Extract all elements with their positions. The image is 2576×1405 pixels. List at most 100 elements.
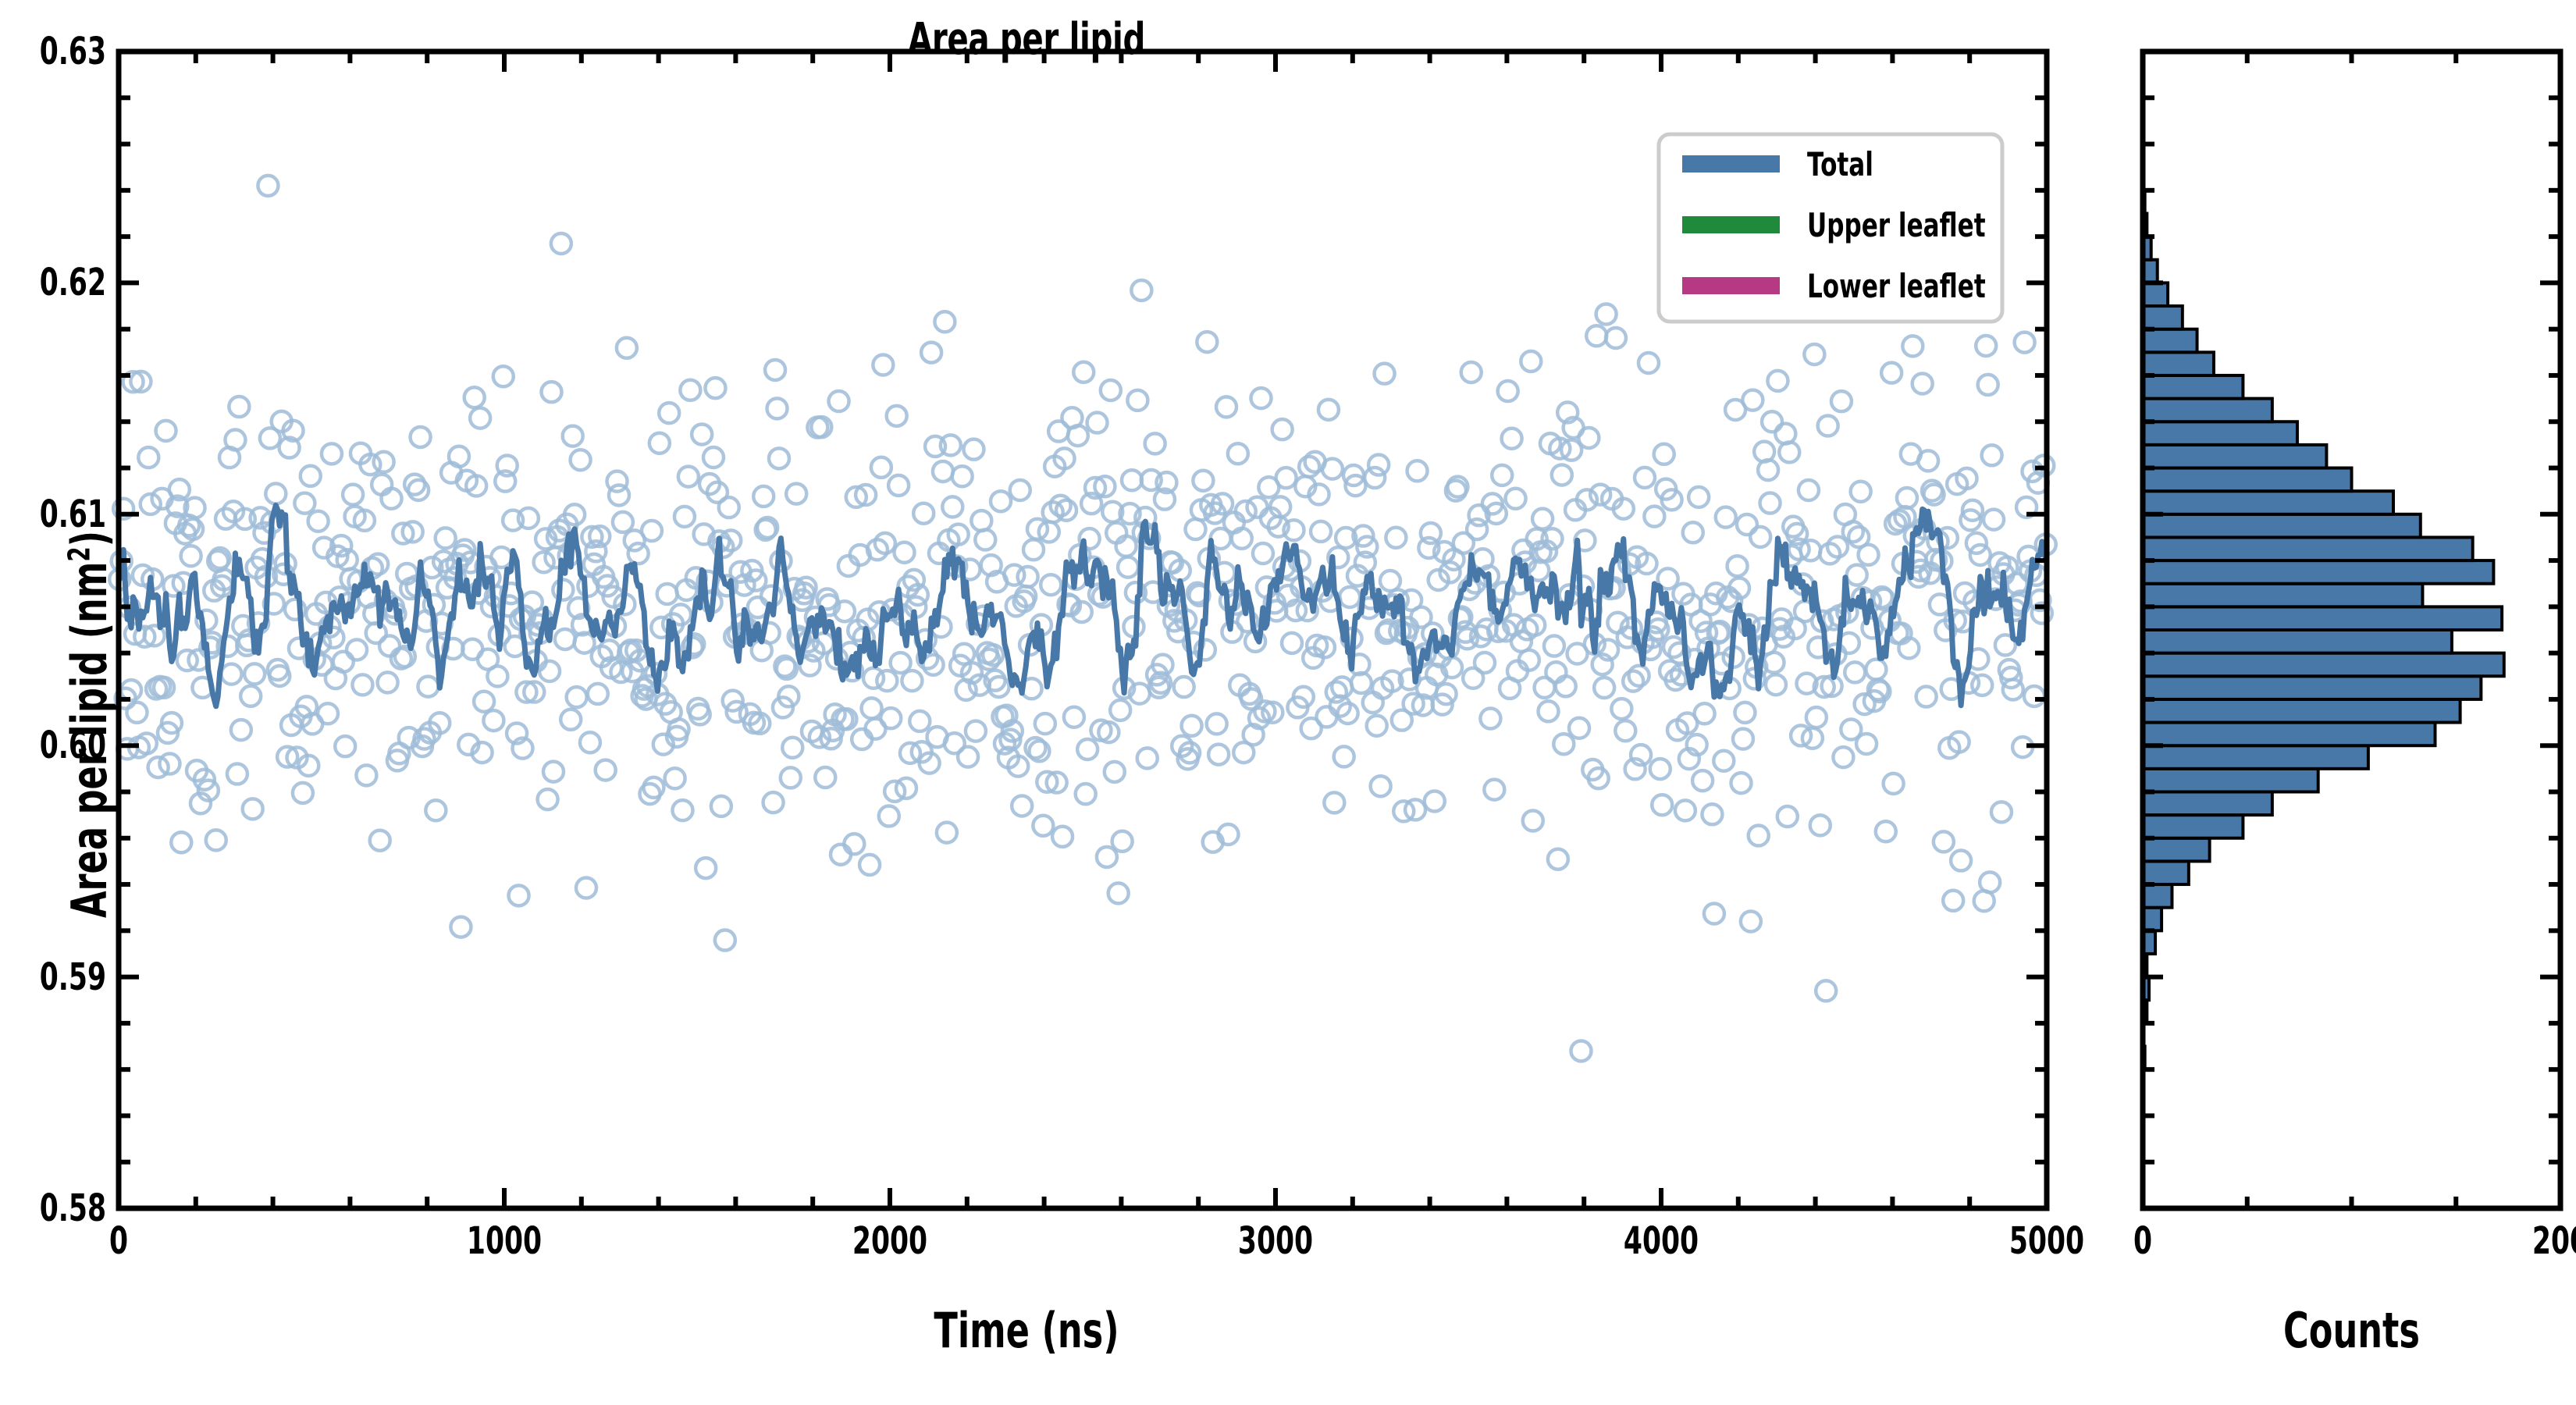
scatter-point bbox=[1635, 551, 1659, 576]
scatter-point bbox=[1848, 479, 1873, 503]
scatter-point bbox=[877, 804, 902, 828]
histogram-bar bbox=[2141, 605, 2504, 631]
scatter-point bbox=[701, 445, 726, 470]
scatter-point bbox=[2012, 330, 2037, 354]
scatter-point bbox=[1058, 593, 1083, 617]
scatter-point bbox=[1552, 731, 1576, 756]
scatter-point bbox=[1183, 517, 1208, 542]
histogram-bar bbox=[2141, 767, 2320, 794]
scatter-point bbox=[1450, 605, 1474, 629]
scatter-point bbox=[609, 660, 633, 685]
scatter-point bbox=[946, 522, 970, 546]
scatter-point bbox=[493, 469, 518, 493]
scatter-point bbox=[748, 711, 772, 736]
scatter-point bbox=[1467, 503, 1491, 528]
histogram-bar bbox=[2141, 443, 2329, 470]
scatter-point bbox=[1565, 642, 1589, 666]
scatter-point bbox=[1606, 610, 1630, 635]
scatter-point bbox=[354, 763, 379, 788]
scatter-point bbox=[1839, 717, 1863, 742]
scatter-point bbox=[1143, 432, 1167, 456]
scatter-point bbox=[1846, 525, 1871, 550]
scatter-point bbox=[1817, 542, 1842, 566]
scatter-point bbox=[1279, 631, 1304, 656]
scatter-point bbox=[1741, 388, 1765, 412]
scatter-point bbox=[537, 659, 562, 684]
scatter-point bbox=[229, 717, 254, 742]
scatter-point bbox=[871, 353, 895, 377]
scatter-point bbox=[578, 731, 603, 755]
scatter-point bbox=[1842, 660, 1867, 685]
histogram-bar bbox=[2141, 744, 2370, 770]
scatter-point bbox=[667, 717, 691, 742]
scatter-point bbox=[1008, 478, 1032, 503]
scatter-point bbox=[832, 599, 857, 624]
scatter-point bbox=[364, 621, 388, 646]
scatter-point bbox=[1960, 498, 1985, 523]
scatter-point bbox=[1336, 701, 1360, 726]
scatter-point bbox=[1329, 675, 1354, 699]
scatter-point bbox=[1282, 518, 1306, 542]
scatter-point bbox=[828, 842, 853, 866]
histogram-bar bbox=[2141, 720, 2437, 748]
scatter-point bbox=[882, 779, 907, 804]
scatter-point bbox=[705, 480, 730, 505]
scatter-point bbox=[1083, 475, 1108, 500]
scatter-point bbox=[1594, 302, 1618, 326]
scatter-point bbox=[1482, 777, 1507, 802]
scatter-point bbox=[1232, 740, 1256, 765]
scatter-point bbox=[834, 707, 859, 731]
scatter-point bbox=[1804, 705, 1829, 730]
scatter-point bbox=[682, 631, 706, 656]
scatter-point bbox=[798, 653, 822, 678]
scatter-point bbox=[1611, 496, 1636, 521]
scatter-point bbox=[165, 494, 190, 518]
scatter-point bbox=[1959, 508, 1983, 532]
scatter-point bbox=[1947, 730, 1971, 754]
scatter-point bbox=[1784, 521, 1809, 546]
scatter-point bbox=[2022, 684, 2047, 709]
scatter-point bbox=[194, 608, 219, 633]
scatter-point bbox=[1733, 700, 1757, 725]
scatter-point bbox=[1775, 804, 1800, 829]
scatter-point bbox=[1829, 389, 1854, 414]
x-axis-label-histogram: Counts bbox=[2283, 1302, 2420, 1359]
scatter-point bbox=[1405, 459, 1429, 483]
scatter-point bbox=[959, 660, 984, 685]
histogram-bar bbox=[2141, 674, 2483, 701]
scatter-point bbox=[1758, 491, 1782, 515]
scatter-point bbox=[1725, 553, 1749, 578]
scatter-point bbox=[408, 425, 432, 450]
scatter-point bbox=[167, 477, 192, 502]
scatter-point bbox=[1614, 718, 1638, 743]
scatter-point bbox=[1229, 526, 1254, 551]
legend-label: Lower leaflet bbox=[1807, 267, 1986, 305]
scatter-point bbox=[1155, 470, 1179, 495]
scatter-point bbox=[1517, 648, 1542, 672]
scatter-point bbox=[709, 794, 734, 819]
scatter-point bbox=[1455, 627, 1480, 651]
scatter-point bbox=[2014, 495, 2039, 520]
scatter-point bbox=[672, 504, 697, 529]
scatter-point bbox=[781, 735, 805, 759]
scatter-point bbox=[1179, 713, 1204, 738]
scatter-point bbox=[491, 364, 516, 389]
scatter-point bbox=[504, 721, 529, 745]
scatter-point bbox=[433, 526, 457, 550]
scatter-point bbox=[121, 369, 145, 394]
scatter-point bbox=[1864, 657, 1888, 681]
scatter-point bbox=[1366, 453, 1391, 477]
scatter-point bbox=[1788, 724, 1813, 748]
scatter-point bbox=[1901, 334, 1925, 358]
scatter-point bbox=[196, 778, 221, 802]
scatter-point bbox=[352, 508, 377, 533]
scatter-point bbox=[514, 680, 539, 704]
scatter-point bbox=[368, 828, 392, 852]
scatter-point bbox=[1660, 488, 1684, 512]
scatter-point bbox=[898, 741, 923, 766]
scatter-point bbox=[1627, 663, 1651, 688]
scatter-point bbox=[1948, 848, 1973, 873]
scatter-point bbox=[1326, 545, 1350, 570]
